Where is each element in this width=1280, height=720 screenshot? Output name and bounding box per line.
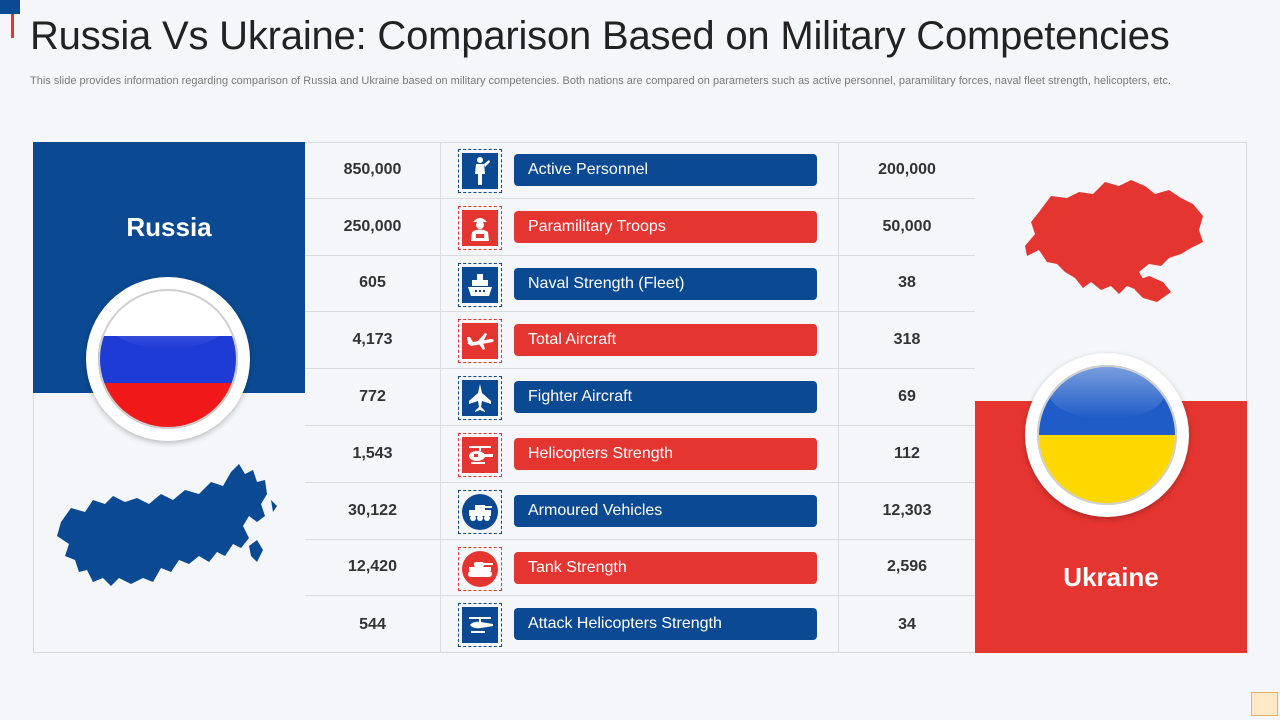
icon-frame xyxy=(458,546,502,591)
tank-icon xyxy=(462,550,498,587)
table-row: 850,000 Active Personnel 200,000 xyxy=(305,142,975,199)
helicopter-icon xyxy=(462,436,498,473)
ukraine-flag xyxy=(1025,353,1189,517)
page-title: Russia Vs Ukraine: Comparison Based on M… xyxy=(30,14,1170,58)
ukraine-name: Ukraine xyxy=(1063,562,1159,592)
icon-frame xyxy=(458,489,502,534)
ukraine-value: 12,303 xyxy=(838,482,975,539)
metric-label: Active Personnel xyxy=(514,154,817,186)
table-row: 605 Naval Strength (Fleet) 38 xyxy=(305,255,975,313)
table-row: 1,543 Helicopters Strength 112 xyxy=(305,425,975,483)
icon-frame xyxy=(458,205,502,250)
icon-frame xyxy=(458,149,502,193)
metric-label: Helicopters Strength xyxy=(514,437,817,470)
icon-frame xyxy=(458,603,502,648)
icon-frame xyxy=(458,262,502,307)
attack-helicopter-icon xyxy=(462,607,498,644)
corner-decoration xyxy=(1251,692,1278,716)
russia-value: 12,420 xyxy=(305,539,441,596)
russia-value: 850,000 xyxy=(305,142,441,198)
russia-value: 605 xyxy=(305,255,441,312)
metric-label: Fighter Aircraft xyxy=(514,381,817,414)
metric-label: Total Aircraft xyxy=(514,324,817,357)
russia-value: 4,173 xyxy=(305,312,441,369)
ukraine-value: 50,000 xyxy=(838,198,975,255)
icon-frame xyxy=(458,376,502,421)
ship-icon xyxy=(462,266,498,303)
ukraine-value: 69 xyxy=(838,369,975,425)
corner-accent-blue xyxy=(0,0,20,14)
metric-label: Attack Helicopters Strength xyxy=(514,608,817,641)
russia-value: 544 xyxy=(305,596,441,654)
icon-frame xyxy=(458,432,502,477)
fighter-jet-icon xyxy=(462,380,498,417)
ukraine-value: 2,596 xyxy=(838,539,975,596)
page-description: This slide provides information regardin… xyxy=(30,75,1171,87)
ukraine-map-icon xyxy=(1021,178,1207,313)
airplane-icon xyxy=(462,323,498,360)
russia-name: Russia xyxy=(126,212,212,242)
table-row: 544 Attack Helicopters Strength 34 xyxy=(305,596,975,654)
table-row: 30,122 Armoured Vehicles 12,303 xyxy=(305,482,975,540)
metric-label: Naval Strength (Fleet) xyxy=(514,267,817,300)
russia-value: 772 xyxy=(305,369,441,425)
metric-label: Paramilitary Troops xyxy=(514,210,817,243)
metric-label: Armoured Vehicles xyxy=(514,494,817,527)
table-row: 250,000 Paramilitary Troops 50,000 xyxy=(305,198,975,256)
soldier-icon xyxy=(462,153,498,189)
russia-map-icon xyxy=(53,460,283,595)
metric-label: Tank Strength xyxy=(514,551,817,584)
russia-flag xyxy=(86,277,250,441)
ukraine-value: 34 xyxy=(838,596,975,654)
ukraine-value: 38 xyxy=(838,255,975,312)
ukraine-value: 318 xyxy=(838,312,975,369)
russia-value: 1,543 xyxy=(305,425,441,482)
table-row: 12,420 Tank Strength 2,596 xyxy=(305,539,975,597)
table-row: 4,173 Total Aircraft 318 xyxy=(305,312,975,370)
table-row: 772 Fighter Aircraft 69 xyxy=(305,369,975,426)
russia-panel: Russia xyxy=(33,142,305,653)
comparison-rows: 850,000 Active Personnel 200,000 250,000… xyxy=(305,142,975,654)
ukraine-value: 200,000 xyxy=(838,142,975,198)
ukraine-value: 112 xyxy=(838,425,975,482)
russia-value: 30,122 xyxy=(305,482,441,539)
corner-accent-red xyxy=(11,14,14,38)
icon-frame xyxy=(458,319,502,364)
russia-value: 250,000 xyxy=(305,198,441,255)
troops-icon xyxy=(462,209,498,246)
armoured-vehicle-icon xyxy=(462,493,498,530)
ukraine-panel: Ukraine xyxy=(975,142,1247,653)
